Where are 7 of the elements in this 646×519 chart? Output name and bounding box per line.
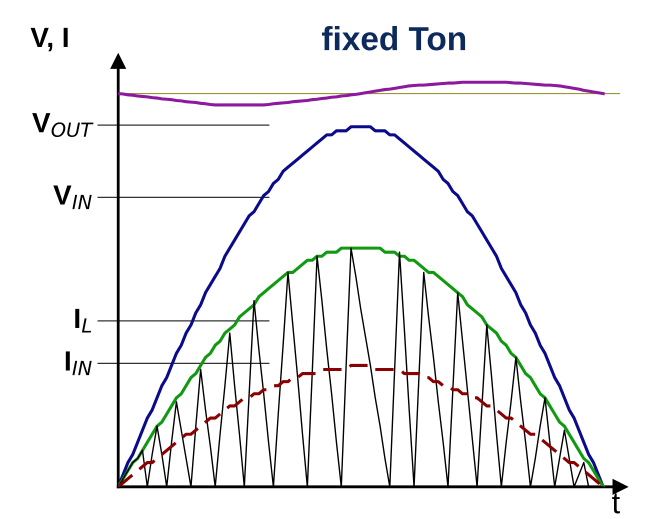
- text: V$_{IN}$: [53, 185, 92, 210]
- text: I$_{IN}$: [66, 351, 92, 376]
- y-axis-title: V, I: [30, 28, 68, 52]
- chart-title: fixed Ton: [322, 26, 466, 50]
- x-axis-title: t: [612, 493, 620, 514]
- text: I$_{L}$: [75, 308, 92, 333]
- text: V$_{OUT}$: [32, 113, 94, 138]
